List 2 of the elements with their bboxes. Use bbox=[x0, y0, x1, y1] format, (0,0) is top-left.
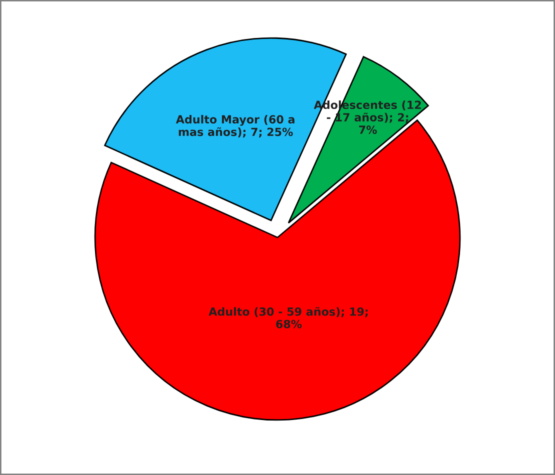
slice-label: Adulto Mayor (60 a mas años); 7; 25% bbox=[176, 114, 294, 138]
slice-label: Adulto (30 - 59 años); 19; 68% bbox=[208, 307, 368, 328]
